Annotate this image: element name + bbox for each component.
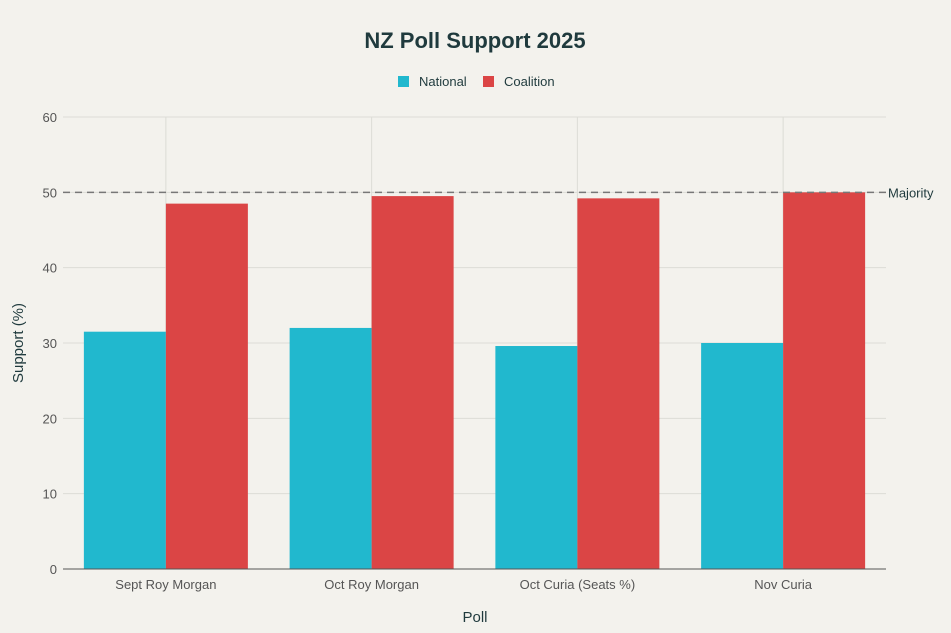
y-tick-label: 0 [50,562,57,577]
legend-swatch-national [398,76,409,87]
legend-swatch-coalition [483,76,494,87]
bar-coalition-3 [577,198,660,570]
x-tick-label: Sept Roy Morgan [115,577,216,592]
legend-label-coalition: Coalition [504,74,555,89]
legend: National Coalition [398,74,555,89]
y-tick-label: 30 [43,336,57,351]
y-tick-label: 10 [43,487,57,502]
reference-line: Majority [63,185,934,200]
x-axis-label: Poll [462,609,487,626]
bar-national-4 [701,343,784,569]
y-axis-label: Support (%) [10,303,27,383]
majority-label: Majority [888,185,934,200]
bar-national-1 [83,331,166,569]
bar-coalition-4 [783,192,866,570]
y-tick-label: 20 [43,411,57,426]
legend-label-national: National [419,74,467,89]
x-tick-label: Oct Roy Morgan [324,577,419,592]
x-tick-label: Oct Curia (Seats %) [520,577,636,592]
y-tick-label: 50 [43,185,57,200]
y-tick-label: 60 [43,110,57,125]
bars [83,192,866,570]
bar-national-3 [495,346,578,569]
axes: 0 10 20 30 40 50 60 Sept Roy Morgan Oct Roy Morg… [43,110,886,592]
bar-coalition-1 [165,203,248,569]
bar-national-2 [289,327,372,569]
y-tick-label: 40 [43,261,57,276]
bar-coalition-2 [371,196,454,569]
x-tick-label: Nov Curia [754,577,813,592]
chart-title: NZ Poll Support 2025 [364,28,585,53]
